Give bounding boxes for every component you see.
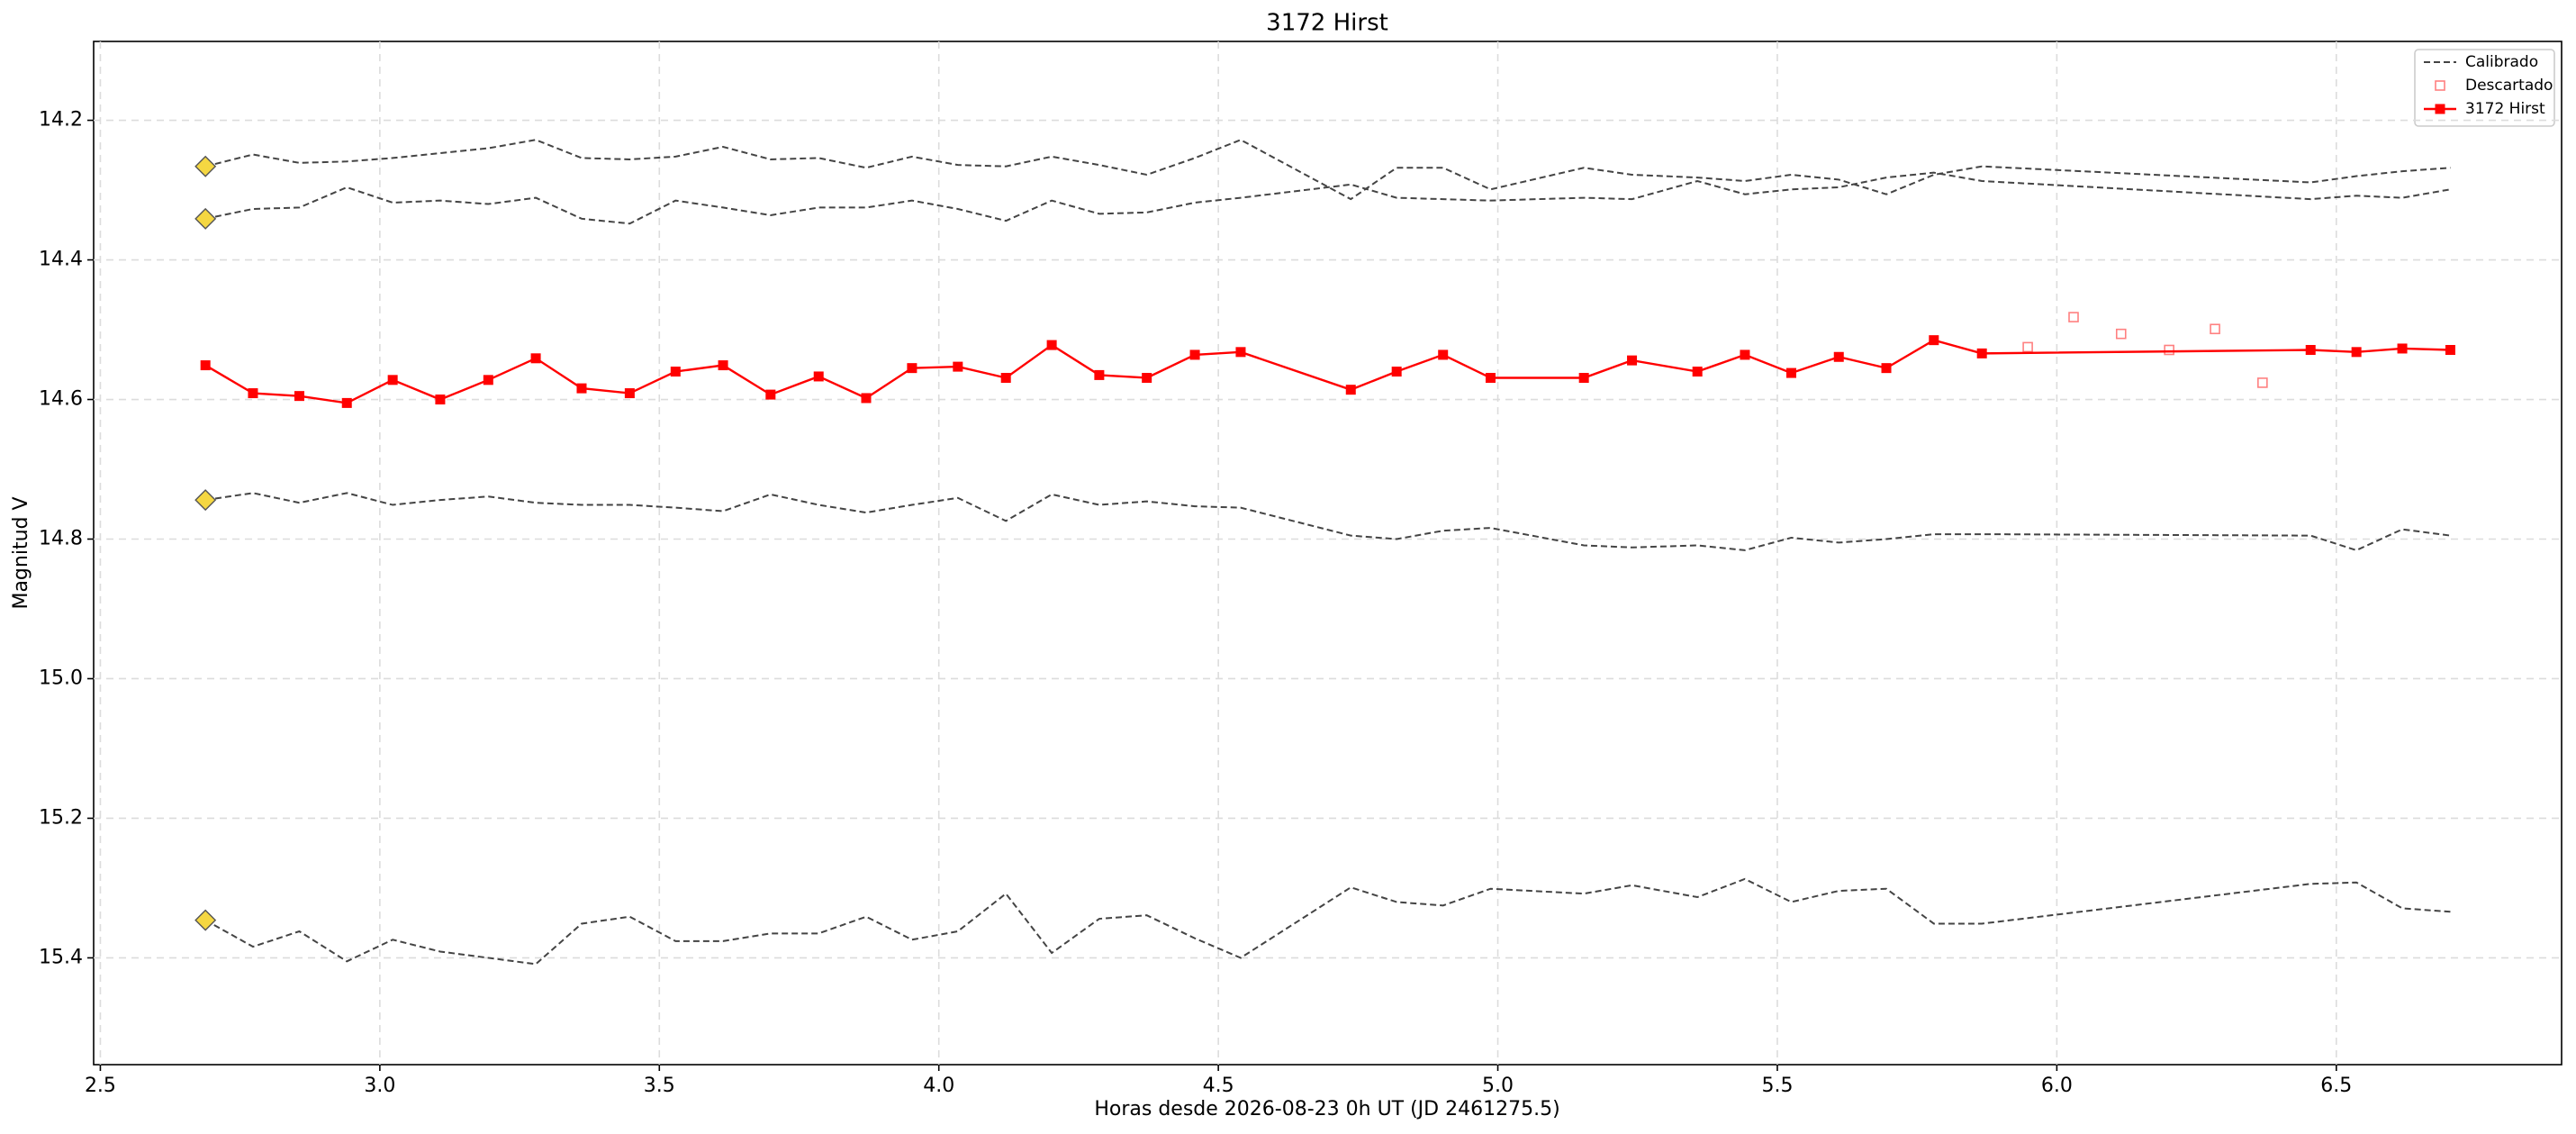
target-point: [907, 363, 917, 374]
target-line: [204, 339, 2451, 404]
start-marker: [194, 489, 217, 512]
y-axis-label: Magnitud V: [10, 496, 32, 609]
target-point: [953, 361, 963, 372]
x-tick-label: 3.0: [364, 1075, 395, 1097]
y-tick-label: 15.0: [39, 667, 83, 689]
legend-label: Calibrado: [2465, 53, 2538, 71]
legend-swatch: [2435, 104, 2445, 114]
x-tick-label: 6.0: [2041, 1075, 2073, 1097]
x-tick-label: 4.0: [923, 1075, 954, 1097]
chart-title: 3172 Hirst: [1266, 10, 1388, 37]
target-point: [2397, 343, 2408, 354]
start-marker: [194, 207, 217, 230]
start-marker: [194, 909, 217, 931]
y-tick-label: 14.8: [39, 528, 83, 550]
target-point: [1929, 335, 1939, 346]
y-tick-label: 15.2: [39, 806, 83, 829]
target-point: [1189, 349, 1200, 360]
target-point: [2445, 345, 2455, 356]
target-point: [1785, 367, 1796, 378]
discarded-point: [2068, 312, 2079, 322]
target-point: [1142, 373, 1152, 384]
y-tick-label: 15.4: [39, 946, 83, 968]
target-point: [1094, 369, 1105, 380]
x-tick-label: 4.5: [1203, 1075, 1234, 1097]
target-point: [435, 395, 446, 405]
discarded-point: [2210, 323, 2220, 335]
legend-label: Descartado: [2465, 77, 2553, 95]
target-point: [1345, 385, 1356, 395]
target-point: [2305, 345, 2316, 356]
y-tick-label: 14.6: [39, 388, 83, 411]
discarded-point: [2257, 377, 2268, 388]
target-point: [1692, 367, 1703, 377]
x-tick-label: 6.5: [2320, 1075, 2352, 1097]
target-point: [2351, 347, 2362, 358]
target-point: [765, 389, 776, 400]
target-point: [670, 367, 681, 377]
y-tick-label: 14.2: [39, 109, 83, 132]
start-marker: [194, 155, 217, 177]
legend-label: 3172 Hirst: [2465, 100, 2545, 118]
target-point: [1391, 367, 1402, 377]
x-tick-label: 2.5: [85, 1075, 116, 1097]
target-point: [1976, 348, 1987, 358]
calibrated-line: [204, 171, 2451, 225]
target-point: [1740, 349, 1750, 360]
target-point: [1235, 347, 1246, 358]
plot-frame: [93, 41, 2562, 1066]
target-point: [1438, 349, 1449, 360]
x-tick-label: 5.5: [1761, 1075, 1793, 1097]
legend-swatch: [2435, 80, 2445, 91]
target-point: [624, 388, 635, 399]
target-point: [248, 388, 258, 399]
target-point: [1833, 351, 1844, 362]
x-tick-label: 5.0: [1482, 1075, 1514, 1097]
discarded-point: [2115, 328, 2127, 340]
calibrated-line: [205, 492, 2451, 551]
discarded-point: [2164, 344, 2174, 356]
discarded-point: [2022, 341, 2033, 353]
target-point: [200, 360, 211, 371]
calibrated-line: [204, 139, 2451, 201]
target-point: [718, 360, 728, 371]
target-point: [813, 371, 824, 382]
target-point: [1046, 340, 1057, 350]
legend-box: [2414, 49, 2555, 127]
target-point: [1485, 373, 1496, 384]
target-point: [1881, 363, 1892, 374]
target-point: [1000, 373, 1011, 384]
target-point: [483, 375, 493, 386]
target-point: [294, 391, 304, 402]
y-tick-label: 14.4: [39, 249, 83, 271]
target-point: [861, 393, 872, 404]
calibrated-line: [204, 877, 2451, 966]
target-point: [387, 375, 398, 386]
target-point: [341, 397, 352, 408]
target-point: [1627, 355, 1638, 366]
x-tick-label: 3.5: [644, 1075, 675, 1097]
target-point: [576, 383, 587, 394]
x-axis-label: Horas desde 2026-08-23 0h UT (JD 2461275…: [1094, 1098, 1559, 1120]
target-point: [1578, 373, 1589, 384]
target-point: [530, 353, 541, 364]
